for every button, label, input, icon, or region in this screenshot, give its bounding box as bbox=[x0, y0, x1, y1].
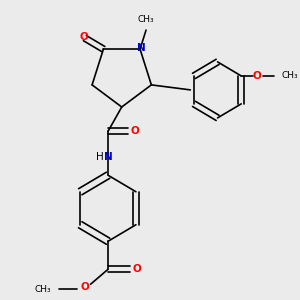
Text: O: O bbox=[252, 71, 261, 81]
Text: N: N bbox=[104, 152, 112, 162]
Text: O: O bbox=[80, 282, 89, 292]
Text: CH₃: CH₃ bbox=[138, 15, 154, 24]
Text: CH₃: CH₃ bbox=[281, 71, 298, 80]
Text: O: O bbox=[80, 32, 88, 42]
Text: N: N bbox=[136, 43, 146, 53]
Text: O: O bbox=[131, 126, 140, 136]
Text: O: O bbox=[133, 264, 142, 274]
Text: CH₃: CH₃ bbox=[35, 285, 52, 294]
Text: H: H bbox=[96, 152, 104, 162]
